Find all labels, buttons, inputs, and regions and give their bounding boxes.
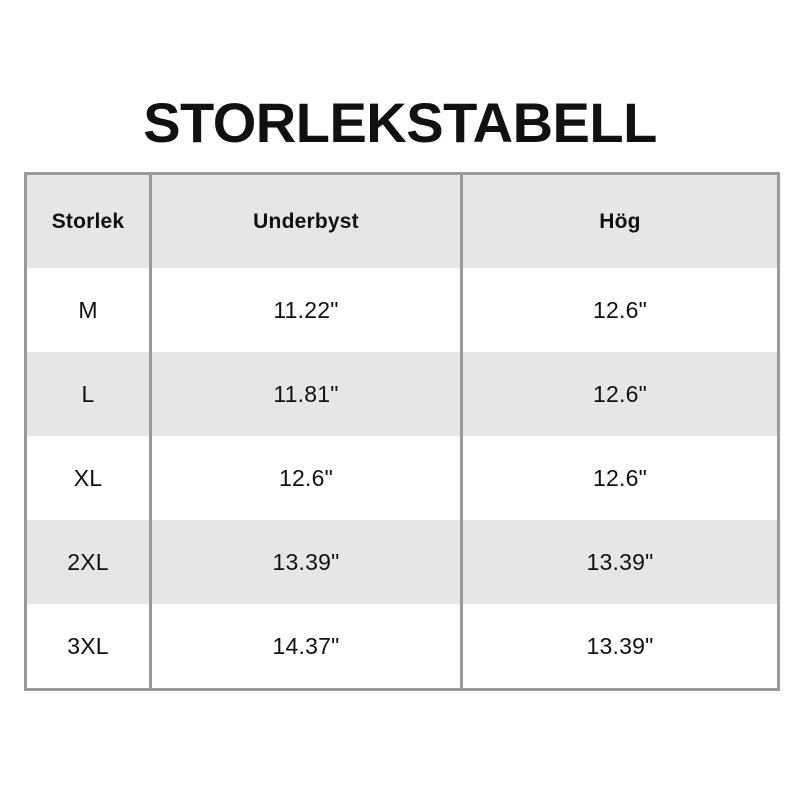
cell-high: 12.6" [460,352,779,436]
column-header-underbust: Underbyst [149,173,463,268]
size-table: Storlek Underbyst Hög M 11.22" 12.6" L 1… [24,172,780,691]
column-header-high: Hög [460,173,779,268]
cell-high: 13.39" [460,520,779,604]
cell-underbust: 12.6" [149,436,463,520]
page-title: STORLEKSTABELL [143,91,657,154]
cell-size: 2XL [25,520,152,604]
cell-underbust: 13.39" [149,520,463,604]
size-table-container: Storlek Underbyst Hög M 11.22" 12.6" L 1… [24,172,780,691]
cell-size: XL [25,436,152,520]
cell-high: 12.6" [460,268,779,352]
cell-size: M [25,268,152,352]
table-row: XL 12.6" 12.6" [25,436,779,520]
table-row: L 11.81" 12.6" [25,352,779,436]
cell-underbust: 11.22" [149,268,463,352]
table-body: M 11.22" 12.6" L 11.81" 12.6" XL 12.6" 1… [25,268,779,690]
table-header: Storlek Underbyst Hög [25,173,779,268]
table-header-row: Storlek Underbyst Hög [25,173,779,268]
cell-underbust: 11.81" [149,352,463,436]
cell-underbust: 14.37" [149,604,463,690]
table-row: 2XL 13.39" 13.39" [25,520,779,604]
table-row: 3XL 14.37" 13.39" [25,604,779,690]
cell-high: 13.39" [460,604,779,690]
column-header-size: Storlek [25,173,152,268]
cell-size: L [25,352,152,436]
cell-size: 3XL [25,604,152,690]
table-row: M 11.22" 12.6" [25,268,779,352]
cell-high: 12.6" [460,436,779,520]
